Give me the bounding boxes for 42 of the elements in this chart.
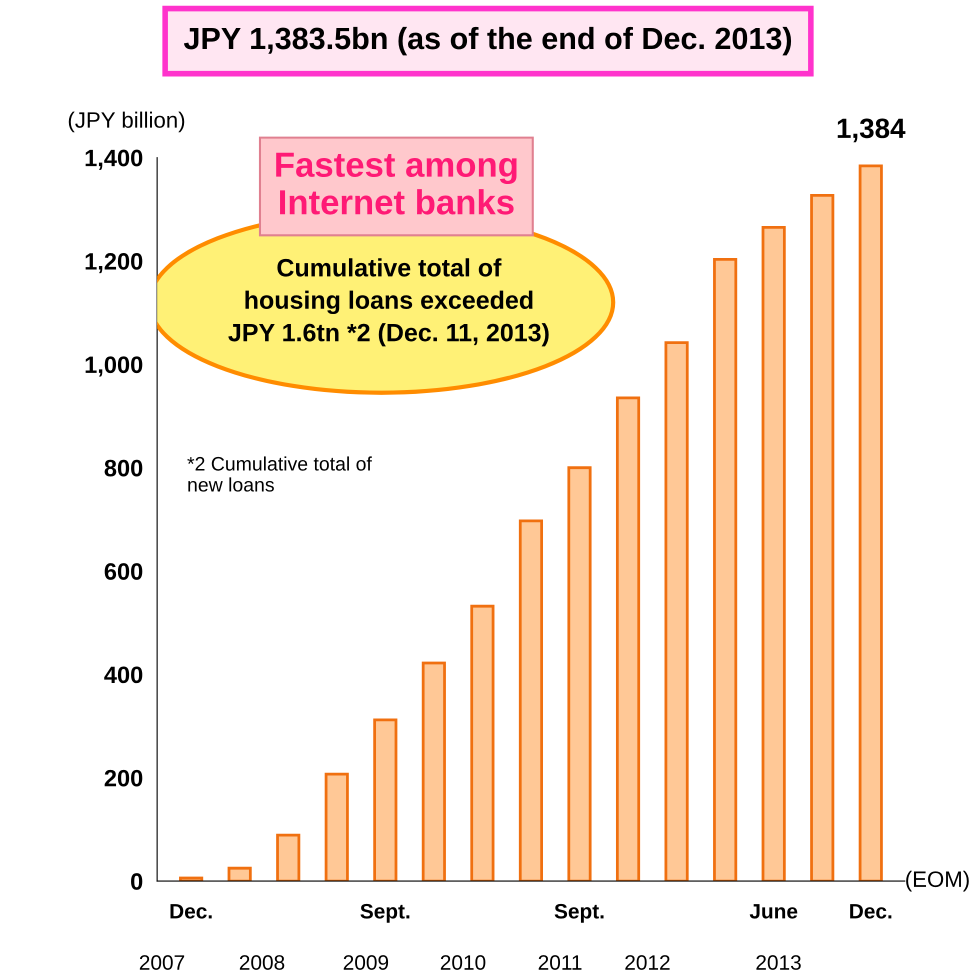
bar [858,164,883,882]
y-tick-label: 400 [104,666,142,684]
bar [179,876,204,882]
annotation: *2 Cumulative total of new loans [187,456,372,492]
text: 2008 [240,955,284,970]
text: 2011 [538,955,582,970]
y-tick-label: 0 [131,873,142,890]
y-tick-label: 200 [104,770,142,787]
bar [518,520,544,882]
bar [470,604,494,882]
bar [422,662,446,882]
y-tick-label: 600 [104,563,142,580]
bar [373,718,398,882]
x-tick-label: Dec. [850,904,892,919]
bar [664,341,689,882]
text: 2007 [140,955,184,970]
bar [567,466,592,882]
bar [276,834,300,882]
bar [810,194,834,882]
x-tick-label: June [750,904,798,919]
y-tick-label: 1,000 [86,356,142,377]
bar [713,258,738,882]
y-tick-label: 1,200 [86,253,142,274]
x-tick-label: Sept. [360,904,410,923]
x-axis-title: (EOM) [906,870,969,892]
bar [228,866,252,882]
bar [762,226,786,882]
annotation: Fastest among Internet banks [276,152,517,215]
x-tick-label: Sept. [554,904,604,923]
y-axis-title: (JPY billion) [68,112,184,132]
text: 2013 [756,955,801,970]
text: 2010 [440,955,486,970]
text: 2009 [344,955,388,970]
y-tick-label: 1,400 [86,150,142,170]
y-tick-label: 800 [104,460,142,476]
bar [616,396,640,882]
annotation: Cumulative total of housing loans exceeded JPY 1.6tn *2 (Dec. 11, 2013) [228,258,549,346]
data-label: 1,384 [838,118,906,142]
text: 2012 [625,955,670,970]
bar [324,772,349,882]
chart-title: JPY 1,383.5bn (as of the end of Dec. 2013) [184,26,792,56]
x-tick-label: Dec. [170,904,212,919]
